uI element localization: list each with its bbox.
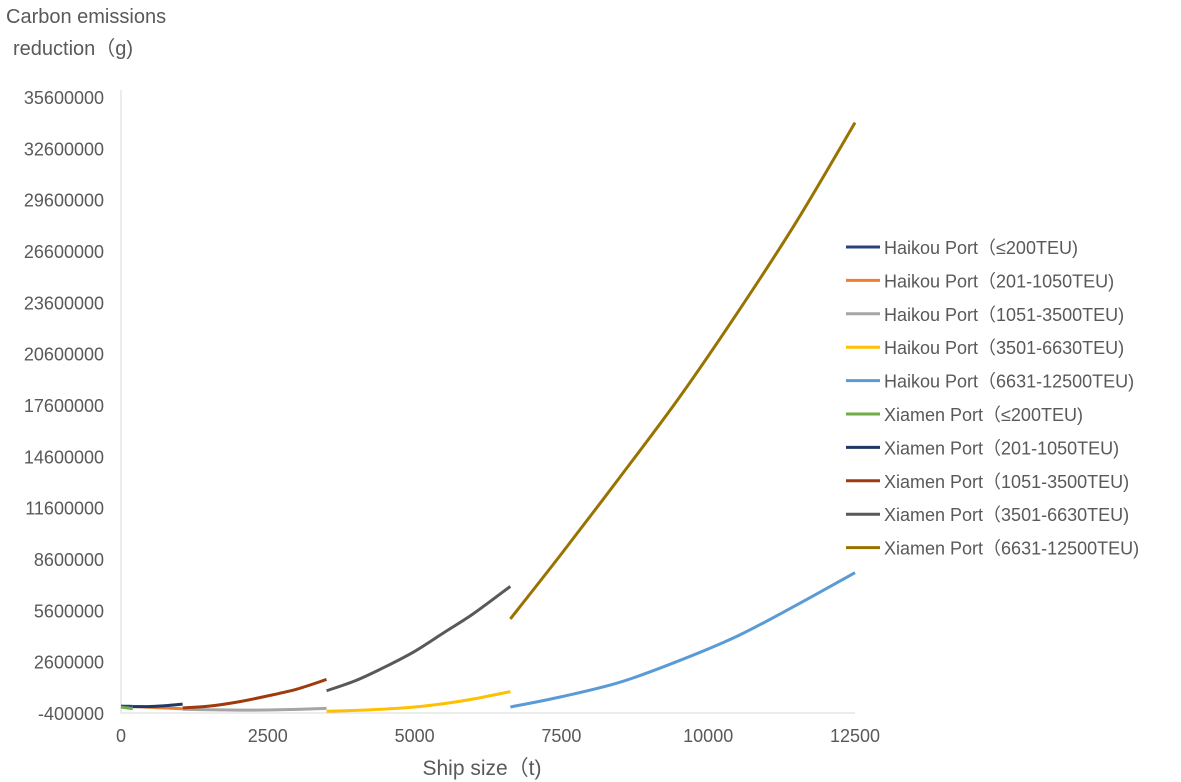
series-line-10 bbox=[509, 121, 857, 620]
series-line-8 bbox=[182, 678, 327, 710]
x-tick-label: 12500 bbox=[830, 726, 880, 746]
y-tick-label: 2600000 bbox=[34, 653, 104, 673]
y-tick-label: 17600000 bbox=[24, 396, 104, 416]
series-line-7 bbox=[132, 702, 183, 709]
y-tick-label: 20600000 bbox=[24, 345, 104, 365]
legend-label-5: Haikou Port（6631-12500TEU) bbox=[884, 372, 1134, 392]
legend: Haikou Port（≤200TEU) Haikou Port（201-1050… bbox=[846, 238, 1139, 559]
y-axis-title-line-2: reduction（g) bbox=[13, 37, 133, 60]
series-line-4 bbox=[326, 690, 511, 713]
legend-label-8: Xiamen Port（1051-3500TEU) bbox=[884, 472, 1129, 492]
legend-label-1: Haikou Port（≤200TEU) bbox=[884, 238, 1078, 258]
y-tick-label: 26600000 bbox=[24, 242, 104, 262]
legend-label-4: Haikou Port（3501-6630TEU) bbox=[884, 338, 1124, 358]
y-tick-label: -400000 bbox=[38, 704, 104, 724]
legend-label-3: Haikou Port（1051-3500TEU) bbox=[884, 305, 1124, 325]
x-axis-tick-labels: 0 2500 5000 7500 10000 12500 bbox=[116, 726, 880, 746]
y-tick-label: 23600000 bbox=[24, 293, 104, 313]
legend-label-7: Xiamen Port（201-1050TEU) bbox=[884, 438, 1119, 458]
x-axis-title: Ship size（t) bbox=[422, 757, 541, 780]
series-line-5 bbox=[510, 571, 856, 709]
x-tick-label: 10000 bbox=[683, 726, 733, 746]
y-tick-label: 11600000 bbox=[25, 499, 104, 519]
legend-label-2: Haikou Port（201-1050TEU) bbox=[884, 271, 1114, 291]
y-tick-label: 35600000 bbox=[24, 88, 104, 108]
y-tick-label: 8600000 bbox=[34, 550, 104, 570]
series-lines bbox=[120, 121, 857, 713]
series-line-9 bbox=[326, 585, 512, 693]
series-line-6 bbox=[120, 705, 133, 711]
y-tick-label: 14600000 bbox=[24, 447, 104, 467]
x-tick-label: 2500 bbox=[248, 726, 288, 746]
series-line-3 bbox=[182, 706, 327, 712]
x-tick-label: 7500 bbox=[541, 726, 581, 746]
y-tick-label: 32600000 bbox=[24, 139, 104, 159]
legend-label-9: Xiamen Port（3501-6630TEU) bbox=[884, 505, 1129, 525]
y-axis-tick-labels: -400000 2600000 5600000 8600000 11600000 1460… bbox=[24, 88, 104, 724]
legend-label-10: Xiamen Port（6631-12500TEU) bbox=[884, 539, 1139, 559]
legend-label-6: Xiamen Port（≤200TEU) bbox=[884, 405, 1083, 425]
y-tick-label: 29600000 bbox=[24, 191, 104, 211]
y-axis-title: Carbon emissions reduction（g) bbox=[6, 6, 166, 60]
x-tick-label: 5000 bbox=[395, 726, 435, 746]
y-axis-title-line-1: Carbon emissions bbox=[6, 6, 166, 28]
y-tick-label: 5600000 bbox=[34, 601, 104, 621]
x-tick-label: 0 bbox=[116, 726, 126, 746]
